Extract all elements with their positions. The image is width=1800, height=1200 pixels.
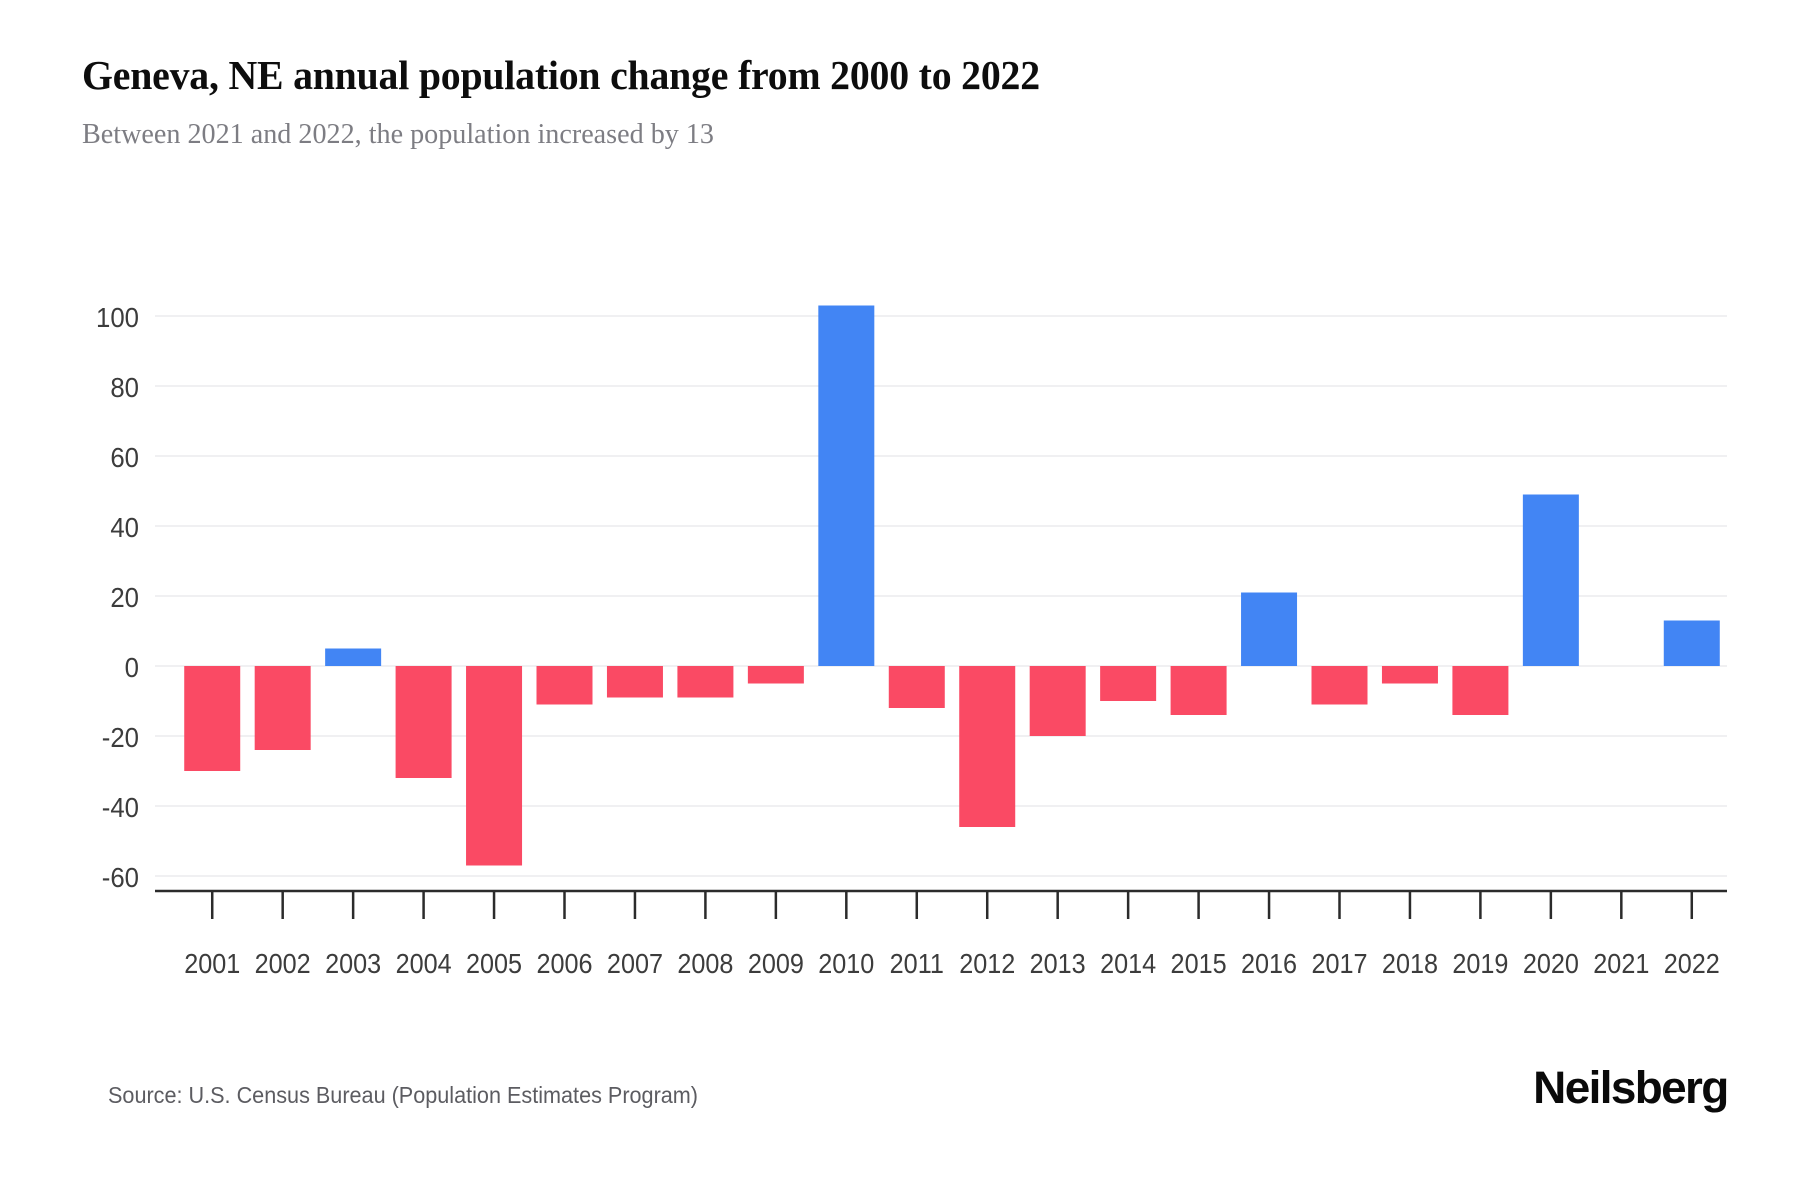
x-tick-label-2006: 2006 xyxy=(536,948,592,980)
bar-2006[interactable] xyxy=(536,666,593,705)
x-tick-label-2007: 2007 xyxy=(607,948,663,980)
x-tick-label-2002: 2002 xyxy=(255,948,311,980)
x-tick-label-2015: 2015 xyxy=(1171,948,1227,980)
bar-2004[interactable] xyxy=(395,666,452,778)
y-tick-label: -60 xyxy=(102,862,139,893)
bar-2017[interactable] xyxy=(1311,666,1368,705)
x-tick-label-2003: 2003 xyxy=(325,948,381,980)
bar-2014[interactable] xyxy=(1100,666,1157,701)
x-tick-label-2013: 2013 xyxy=(1030,948,1086,980)
bar-2009[interactable] xyxy=(747,666,804,684)
y-tick-label: -20 xyxy=(102,722,139,753)
y-tick-label: 80 xyxy=(110,372,139,403)
bar-2011[interactable] xyxy=(888,666,945,708)
bar-2005[interactable] xyxy=(466,666,523,866)
bar-2019[interactable] xyxy=(1452,666,1509,715)
bar-2002[interactable] xyxy=(254,666,311,750)
x-tick-label-2016: 2016 xyxy=(1241,948,1297,980)
x-tick-label-2014: 2014 xyxy=(1100,948,1156,980)
x-tick-label-2019: 2019 xyxy=(1452,948,1508,980)
bar-2018[interactable] xyxy=(1381,666,1438,684)
bar-2007[interactable] xyxy=(606,666,663,698)
x-axis xyxy=(155,889,1727,919)
neilsberg-logo: Neilsberg xyxy=(1533,1062,1730,1113)
y-tick-label: 60 xyxy=(110,442,139,473)
bar-2001[interactable] xyxy=(184,666,241,771)
x-tick-label-2021: 2021 xyxy=(1593,948,1649,980)
x-tick-label-2017: 2017 xyxy=(1311,948,1367,980)
bar-2003[interactable] xyxy=(325,648,382,667)
bar-2010[interactable] xyxy=(818,305,875,667)
y-tick-label: 20 xyxy=(110,582,139,613)
chart-subtitle: Between 2021 and 2022, the population in… xyxy=(82,118,715,151)
page-title: Geneva, NE annual population change from… xyxy=(82,52,1040,98)
x-tick-label-2009: 2009 xyxy=(748,948,804,980)
x-tick-label-2005: 2005 xyxy=(466,948,522,980)
bar-2012[interactable] xyxy=(959,666,1016,827)
x-tick-label-2001: 2001 xyxy=(184,948,240,980)
gridlines xyxy=(155,315,1727,877)
bar-2008[interactable] xyxy=(677,666,734,698)
y-tick-label: 100 xyxy=(96,302,139,333)
x-tick-label-2008: 2008 xyxy=(677,948,733,980)
x-tick-label-2018: 2018 xyxy=(1382,948,1438,980)
y-tick-label: 0 xyxy=(125,652,139,683)
x-tick-label-2020: 2020 xyxy=(1523,948,1579,980)
x-tick-label-2022: 2022 xyxy=(1664,948,1720,980)
x-tick-label-2011: 2011 xyxy=(890,948,944,980)
y-axis-labels: 100 80 60 40 20 0 -20 -40 -60 xyxy=(96,302,139,893)
x-axis-labels: 2001 2002 2003 2004 2005 2006 2007 2008 2009 2010… xyxy=(184,948,1720,980)
y-tick-label: -40 xyxy=(102,792,139,823)
x-tick-label-2004: 2004 xyxy=(396,948,452,980)
bar-2020[interactable] xyxy=(1522,494,1579,667)
source-note: Source: U.S. Census Bureau (Population E… xyxy=(108,1082,699,1108)
bar-2016[interactable] xyxy=(1241,592,1298,667)
chart-header: Geneva, NE annual population change from… xyxy=(82,52,1740,152)
bar-2013[interactable] xyxy=(1029,666,1086,736)
x-tick-label-2012: 2012 xyxy=(959,948,1015,980)
y-tick-label: 40 xyxy=(110,512,139,543)
bar-series xyxy=(184,305,1720,866)
x-tick-label-2010: 2010 xyxy=(818,948,874,980)
bar-2022[interactable] xyxy=(1663,620,1720,667)
bar-2015[interactable] xyxy=(1170,666,1227,715)
